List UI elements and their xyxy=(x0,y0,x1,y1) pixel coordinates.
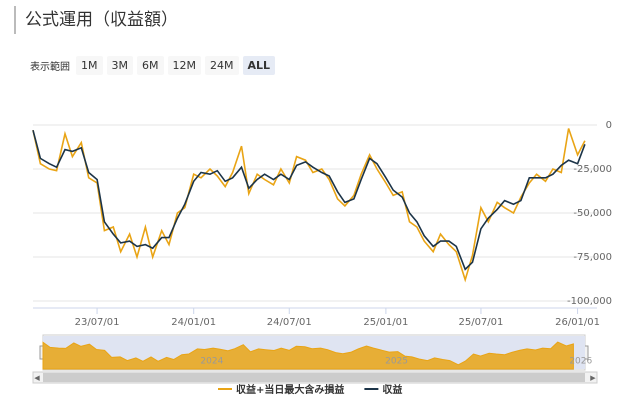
range-button[interactable]: 12M xyxy=(167,56,201,75)
legend-label: 収益+当日最大含み損益 xyxy=(236,383,344,396)
range-button[interactable]: ALL xyxy=(242,56,276,75)
page-title: 公式運用（収益額） xyxy=(14,6,178,34)
range-button[interactable]: 3M xyxy=(106,56,133,75)
y-tick-label: 0 xyxy=(606,120,612,131)
y-tick-label: -50,000 xyxy=(573,208,612,219)
y-tick-label: -100,000 xyxy=(567,296,612,307)
x-tick-label: 25/01/01 xyxy=(363,317,408,328)
range-label: 表示範囲 xyxy=(30,62,70,73)
navigator-label: 2024 xyxy=(200,357,223,367)
x-tick-label: 24/07/01 xyxy=(267,317,312,328)
plot-area xyxy=(33,88,597,308)
navigator-label: 2025 xyxy=(385,357,408,367)
scroll-right[interactable]: ▶ xyxy=(590,374,596,382)
navigator-label: 2026 xyxy=(569,357,592,367)
range-button[interactable]: 1M xyxy=(76,56,103,75)
series-line xyxy=(32,128,586,283)
range-button[interactable]: 6M xyxy=(137,56,164,75)
x-tick-label: 25/07/01 xyxy=(458,317,503,328)
range-selector: 表示範囲 1M 3M 6M 12M 24M ALL xyxy=(30,56,279,75)
scrollbar-thumb[interactable] xyxy=(43,373,585,382)
range-button[interactable]: 24M xyxy=(205,56,239,75)
y-tick-label: -25,000 xyxy=(573,164,612,175)
x-tick-label: 26/01/01 xyxy=(555,317,600,328)
y-tick-label: -75,000 xyxy=(573,252,612,263)
scroll-left[interactable]: ◀ xyxy=(34,374,40,382)
legend-label: 収益 xyxy=(382,383,402,396)
x-tick-label: 23/07/01 xyxy=(75,317,120,328)
navigator-area xyxy=(42,341,574,370)
x-tick-label: 24/01/01 xyxy=(171,317,216,328)
series-line xyxy=(32,129,586,271)
